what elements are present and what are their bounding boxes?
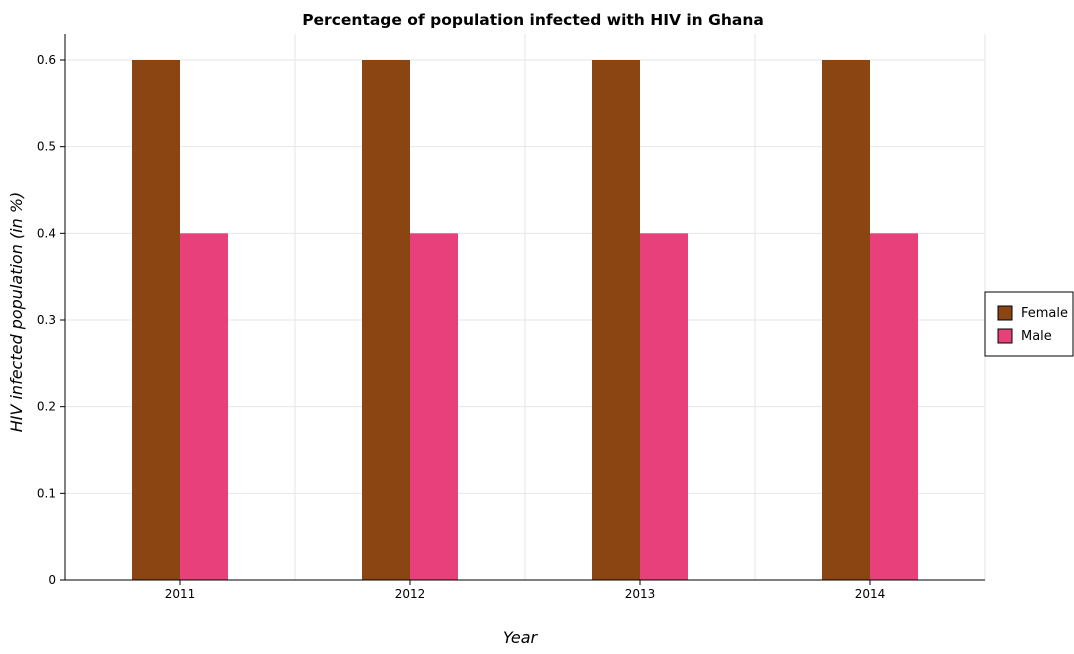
legend: Female Male (984, 291, 1074, 357)
chart-title: Percentage of population infected with H… (302, 11, 764, 29)
x-axis-title: Year (503, 628, 539, 647)
y-tick-label: 0.5 (37, 140, 56, 154)
legend-swatch-female (997, 305, 1013, 321)
y-tick-label: 0.6 (37, 53, 56, 67)
y-tick-label: 0.4 (37, 226, 56, 240)
bar-male-2012 (410, 233, 458, 581)
x-tick-label: 2013 (625, 587, 656, 601)
legend-label-male: Male (1021, 329, 1052, 344)
y-axis-title: HIV infected population (in %) (7, 192, 26, 433)
legend-box (984, 291, 1074, 357)
bar-male-2013 (640, 233, 688, 581)
bar-male-2011 (180, 233, 228, 581)
y-tick-label: 0.3 (37, 313, 56, 327)
bar-female-2013 (592, 60, 640, 580)
y-tick-label: 0 (48, 573, 56, 587)
x-tick-label: 2014 (855, 587, 886, 601)
legend-swatch-male (997, 328, 1013, 344)
x-tick-label: 2011 (165, 587, 196, 601)
bar-female-2011 (132, 60, 180, 580)
y-tick-label: 0.1 (37, 486, 56, 500)
axes-layer: 0 0.1 0.2 0.3 0.4 0.5 0.6 2011 2012 2013 2014 (37, 34, 985, 601)
legend-label-female: Female (1021, 306, 1068, 321)
bars-layer (132, 60, 918, 581)
x-tick-label: 2012 (395, 587, 426, 601)
bar-female-2014 (822, 60, 870, 580)
y-tick-label: 0.2 (37, 400, 56, 414)
bar-male-2014 (870, 233, 918, 581)
bar-female-2012 (362, 60, 410, 580)
